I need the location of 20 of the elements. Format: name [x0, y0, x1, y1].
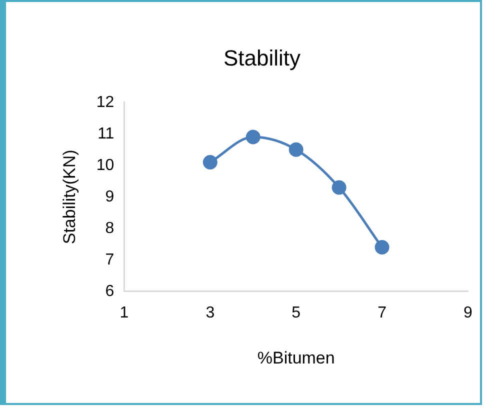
- chart-title: Stability: [223, 45, 301, 70]
- x-tick-label: 1: [120, 304, 129, 322]
- y-tick-label: 12: [96, 94, 114, 111]
- y-tick-label: 11: [98, 125, 114, 142]
- point: [246, 130, 260, 144]
- y-tick-label: 7: [105, 251, 114, 268]
- y-tick-label: 6: [105, 282, 114, 300]
- y-tick-label: 8: [105, 220, 114, 237]
- y-tick-label: 9: [105, 188, 114, 206]
- x-tick-label: 3: [206, 304, 215, 322]
- point: [374, 240, 390, 255]
- x-axis-title: %Bitumen: [257, 348, 335, 368]
- point: [202, 155, 218, 170]
- point: [332, 180, 346, 195]
- point: [288, 142, 304, 157]
- x-tick-label: 7: [378, 304, 387, 322]
- y-tick-label: 10: [96, 156, 114, 174]
- y-axis-title: Stability(KN): [60, 150, 79, 244]
- x-tick-label: 5: [292, 304, 301, 322]
- x-tick-label: 9: [464, 304, 473, 322]
